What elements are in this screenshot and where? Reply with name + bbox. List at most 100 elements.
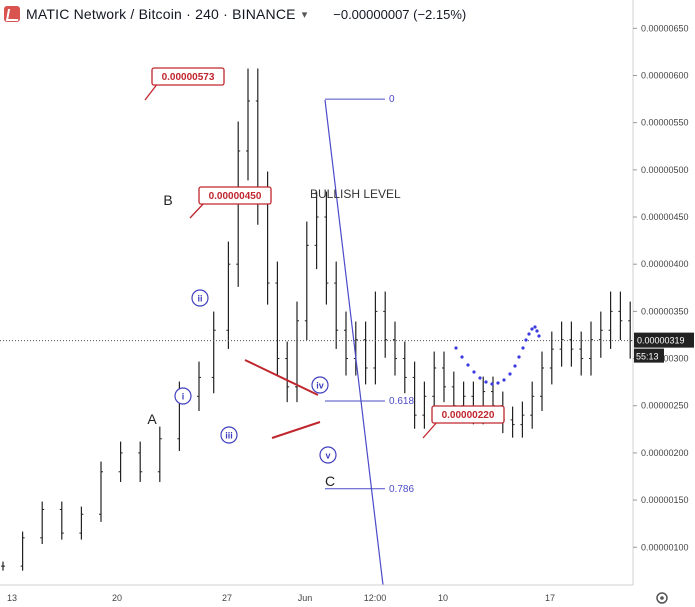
countdown-box <box>634 348 664 363</box>
ohlc-bar <box>383 291 388 358</box>
ohlc-bar <box>530 381 535 429</box>
exchange-logo-icon <box>4 6 20 22</box>
ohlc-bar <box>393 321 397 376</box>
wave-circle-iii: iii <box>220 426 238 444</box>
ohlc-bar <box>138 441 143 482</box>
ohlc-bar <box>59 501 64 540</box>
ohlc-bar <box>549 331 554 385</box>
ohlc-bar <box>99 461 103 522</box>
callout-pointer <box>189 201 206 219</box>
projection-dot <box>530 327 534 331</box>
callout-box <box>198 186 272 205</box>
ohlc-bar <box>442 351 446 403</box>
projection-dot <box>535 329 539 333</box>
price-tick-label: 0.00000550 <box>641 118 689 128</box>
ohlc-bar <box>226 241 231 349</box>
ohlc-bar <box>20 531 25 571</box>
ohlc-bar <box>628 301 633 359</box>
gear-center <box>660 596 664 600</box>
projection-dot <box>472 370 476 374</box>
callout-box <box>431 405 505 424</box>
time-tick-label: 10 <box>438 593 448 603</box>
ohlc-bar <box>285 341 290 403</box>
ohlc-bar <box>157 426 162 482</box>
wave-circle <box>311 376 329 394</box>
wave-circle-iv: iv <box>311 376 329 394</box>
ohlc-bar <box>520 401 525 438</box>
projection-dot <box>502 378 506 382</box>
symbol-title[interactable]: MATIC Network / Bitcoin · 240 · BINANCE <box>26 6 296 22</box>
ohlc-bar <box>275 261 280 376</box>
projection-dot <box>517 355 521 359</box>
gear-icon[interactable] <box>656 592 668 604</box>
ohlc-bar <box>373 291 378 385</box>
wave-circle-i: i <box>174 387 192 405</box>
projection-dot <box>508 372 512 376</box>
chart-header: MATIC Network / Bitcoin · 240 · BINANCE … <box>0 0 630 28</box>
fib-level-label: 0.618 <box>389 396 414 407</box>
callout-label: 0.00000450 <box>209 191 262 202</box>
ohlc-bar <box>608 291 613 349</box>
ohlc-bar <box>422 381 427 429</box>
wave-label-b: B <box>163 192 172 208</box>
fib-trend-line <box>324 99 384 586</box>
ohlc-bar <box>295 301 299 403</box>
projection-dot <box>454 346 458 350</box>
time-tick-label: Jun <box>298 593 313 603</box>
chevron-down-icon[interactable]: ▾ <box>301 8 308 21</box>
wave-circle-label: iv <box>316 381 324 391</box>
price-tick-label: 0.00000500 <box>641 165 689 175</box>
ohlc-bar <box>402 341 407 394</box>
fib-level-label: 0 <box>389 94 395 105</box>
ohlc-bar <box>559 321 564 367</box>
ohlc-bar <box>344 311 348 376</box>
price-change: −0.00000007 (−2.15%) <box>333 6 467 22</box>
price-tick-label: 0.00000650 <box>641 23 689 33</box>
price-tick-label: 0.00000600 <box>641 70 689 80</box>
ohlc-bar <box>197 361 201 412</box>
time-tick-label: 27 <box>222 593 232 603</box>
ohlc-bar <box>118 441 123 482</box>
projection-dot <box>524 338 528 342</box>
ohlc-bar <box>412 361 417 429</box>
time-tick-label: 12:00 <box>364 593 387 603</box>
drawings-layer: 0 0.618 0.786 0.00000573 0.00000450 0.0000022… <box>0 67 633 586</box>
callout-label: 0.00000573 <box>162 72 215 83</box>
wave-circle <box>174 387 192 405</box>
ohlc-bar <box>569 321 574 367</box>
price-tick-label: 0.00000400 <box>641 259 689 269</box>
wave-circle-label: iii <box>225 431 233 441</box>
projection-dot <box>513 364 517 368</box>
wave-label-c: C <box>325 473 335 489</box>
triangle-upper-line <box>244 359 319 396</box>
ohlc-bar <box>589 321 593 376</box>
callout-box <box>151 67 225 86</box>
projection-dot <box>537 334 541 338</box>
projection-dot <box>466 363 470 367</box>
projection-dot <box>484 380 488 384</box>
wave-circle <box>220 426 238 444</box>
price-tick-label: 0.00000250 <box>641 401 689 411</box>
ohlc-bar <box>510 406 515 438</box>
ohlc-bar <box>579 331 584 376</box>
projection-dot <box>521 346 525 350</box>
current-price-box <box>634 332 694 348</box>
ohlc-bar <box>246 68 250 181</box>
wave-circle <box>191 289 209 307</box>
price-tick-label: 0.00000100 <box>641 542 689 552</box>
ohlc-bar <box>211 311 216 394</box>
current-price-label: 0.00000319 <box>637 336 685 346</box>
fib-level-label: 0.786 <box>389 484 414 495</box>
countdown-label: 55:13 <box>636 352 659 362</box>
triangle-lower-line <box>271 421 321 439</box>
wave-circle-ii: ii <box>191 289 209 307</box>
ohlc-bar <box>334 261 339 349</box>
ohlc-bar <box>1 561 5 571</box>
price-callout: 0.00000573 <box>144 67 225 101</box>
callout-pointer <box>144 82 159 101</box>
ohlc-bar <box>314 191 319 270</box>
wave-label-a: A <box>147 411 157 427</box>
